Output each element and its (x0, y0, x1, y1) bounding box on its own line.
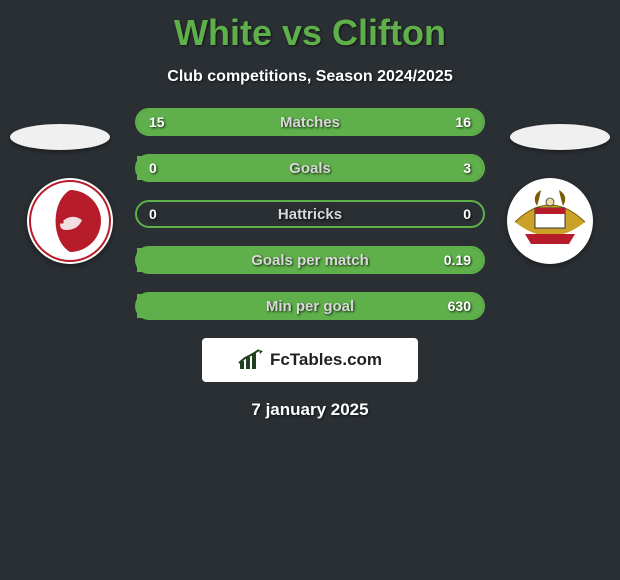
player-left-silhouette (10, 124, 110, 150)
morecambe-crest-icon (27, 178, 113, 264)
doncaster-crest-icon (507, 178, 593, 264)
club-badge-left (27, 178, 113, 264)
stat-row-min-per-goal: 630Min per goal (135, 292, 485, 320)
brand-chart-icon (238, 349, 264, 371)
stat-label: Matches (135, 108, 485, 136)
footer-date: 7 january 2025 (0, 400, 620, 420)
stat-label: Goals (135, 154, 485, 182)
stat-label: Goals per match (135, 246, 485, 274)
stat-row-matches: 1516Matches (135, 108, 485, 136)
stat-row-goals: 03Goals (135, 154, 485, 182)
stat-label: Hattricks (135, 200, 485, 228)
brand-box: FcTables.com (202, 338, 418, 382)
brand-text: FcTables.com (270, 350, 382, 370)
club-badge-right (507, 178, 593, 264)
stat-row-goals-per-match: 0.19Goals per match (135, 246, 485, 274)
stat-row-hattricks: 00Hattricks (135, 200, 485, 228)
player-right-silhouette (510, 124, 610, 150)
stat-label: Min per goal (135, 292, 485, 320)
page-title: White vs Clifton (0, 0, 620, 54)
page-subtitle: Club competitions, Season 2024/2025 (0, 68, 620, 86)
